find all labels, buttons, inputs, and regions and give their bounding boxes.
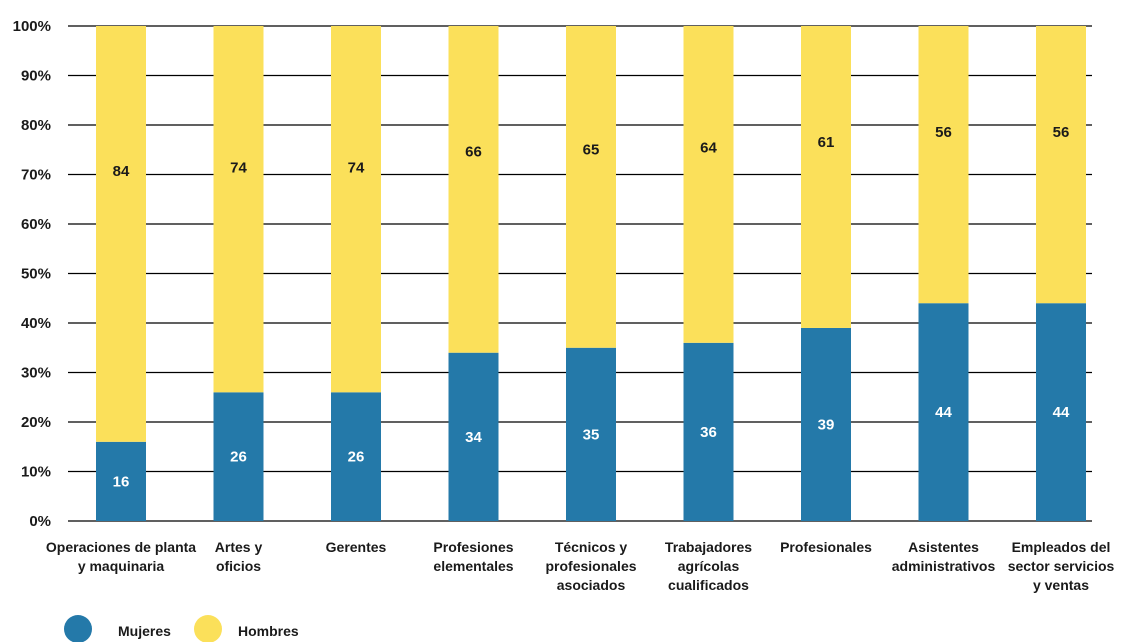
data-label-hombres: 56 (1053, 124, 1070, 141)
bar-segment-hombres[interactable] (801, 26, 851, 328)
x-axis: Operaciones de planta y maquinaria Artes y… (46, 539, 1115, 593)
bar-segment-mujeres[interactable] (448, 352, 499, 521)
data-label-hombres: 61 (818, 134, 835, 151)
bar-segment-hombres[interactable] (331, 26, 381, 393)
bar-segment-hombres[interactable] (96, 26, 146, 442)
bar-segment-hombres[interactable] (566, 26, 616, 348)
bar-segment-mujeres[interactable] (918, 303, 969, 521)
bar-segment-mujeres[interactable] (683, 342, 734, 521)
bar-segment-mujeres[interactable] (1036, 303, 1086, 521)
data-label-hombres: 84 (113, 163, 130, 180)
bar-segment-mujeres[interactable] (801, 327, 851, 521)
legend-swatch-hombres (194, 615, 222, 642)
data-label-mujeres: 34 (465, 429, 482, 446)
category-label: Gerentes (326, 539, 387, 555)
category-label: Trabajadores agrícolas cualificados (665, 539, 752, 593)
bar-segment-hombres[interactable] (448, 26, 499, 353)
category-label: Artes y oficios (215, 539, 263, 574)
data-label-mujeres: 36 (700, 424, 717, 441)
bar-segment-hombres[interactable] (1036, 26, 1086, 304)
y-tick-label: 40% (21, 315, 51, 332)
y-tick-label: 10% (21, 464, 51, 481)
category-label: Empleados del sector servicios y ventas (1008, 539, 1115, 593)
y-tick-label: 90% (21, 68, 51, 85)
bar-segment-hombres[interactable] (213, 26, 264, 393)
legend-item-hombres[interactable]: Hombres (194, 615, 299, 642)
bars: 16 84 26 74 26 74 34 66 35 65 36 64 39 61 44 56 44 56 (96, 26, 1086, 521)
data-label-hombres: 56 (935, 124, 952, 141)
data-label-hombres: 65 (583, 142, 600, 159)
y-tick-label: 60% (21, 216, 51, 233)
legend-swatch-mujeres (64, 615, 92, 642)
y-tick-label: 80% (21, 117, 51, 134)
data-label-hombres: 66 (465, 144, 482, 161)
category-label: Técnicos y profesionales asociados (545, 539, 636, 593)
data-label-mujeres: 39 (818, 416, 835, 433)
data-label-hombres: 74 (230, 160, 247, 177)
category-label: Profesiones elementales (433, 539, 513, 574)
data-label-mujeres: 35 (583, 426, 600, 443)
data-label-mujeres: 26 (230, 449, 247, 466)
category-label: Asistentes administrativos (892, 539, 996, 574)
bar-segment-mujeres[interactable] (96, 441, 146, 521)
y-tick-label: 30% (21, 365, 51, 382)
data-label-hombres: 64 (700, 140, 717, 157)
bar-segment-mujeres[interactable] (213, 392, 264, 521)
data-label-mujeres: 44 (935, 404, 952, 421)
bar-segment-hombres[interactable] (683, 26, 734, 343)
y-axis: 0% 10% 20% 30% 40% 50% 60% 70% 80% 90% 100% (13, 18, 51, 530)
legend-item-mujeres[interactable]: Mujeres (64, 615, 171, 642)
bar-segment-mujeres[interactable] (331, 392, 381, 521)
bar-segment-mujeres[interactable] (566, 347, 616, 521)
y-tick-label: 70% (21, 167, 51, 184)
legend-label-hombres: Hombres (238, 623, 299, 639)
category-label: Profesionales (780, 539, 872, 555)
y-tick-label: 100% (13, 18, 51, 35)
y-tick-label: 20% (21, 414, 51, 431)
y-tick-label: 0% (29, 513, 51, 530)
y-tick-label: 50% (21, 266, 51, 283)
data-label-mujeres: 44 (1053, 404, 1070, 421)
data-label-mujeres: 16 (113, 473, 130, 490)
data-label-mujeres: 26 (348, 449, 365, 466)
bar-segment-hombres[interactable] (918, 26, 969, 304)
legend-label-mujeres: Mujeres (118, 623, 171, 639)
category-label: Operaciones de planta y maquinaria (46, 539, 196, 574)
data-label-hombres: 74 (348, 160, 365, 177)
legend: Mujeres Hombres (64, 615, 299, 642)
